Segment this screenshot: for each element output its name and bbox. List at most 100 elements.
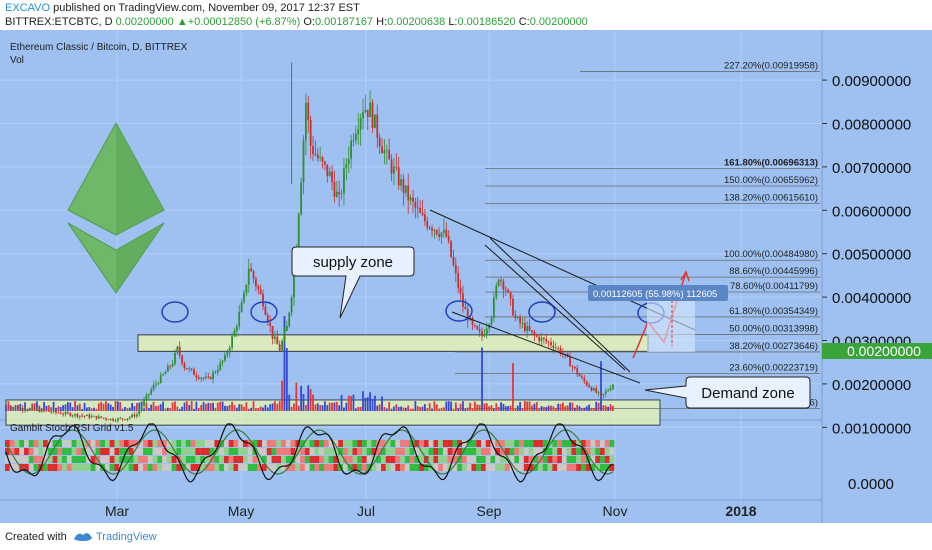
candle-body (500, 279, 502, 281)
grid-cell (9, 448, 15, 455)
volume-bar (174, 401, 176, 411)
candle-body (200, 377, 203, 379)
grid-cell (390, 440, 396, 447)
tradingview-brand[interactable]: TradingView (96, 531, 157, 543)
volume-bar (576, 405, 579, 411)
volume-bar (528, 401, 531, 411)
volume-bar (416, 406, 419, 411)
grid-cell (609, 448, 615, 455)
grid-cell (204, 440, 210, 447)
volume-bar (550, 405, 552, 411)
grid-cell (252, 464, 258, 471)
grid-cell (176, 440, 182, 447)
candle-body (590, 387, 593, 391)
grid-cell (438, 464, 443, 471)
grid-cell (152, 448, 158, 455)
grid-cell (28, 456, 34, 463)
candle-body (319, 157, 322, 159)
volume-bar (169, 408, 172, 411)
candle-body (145, 395, 148, 401)
grid-cell (257, 456, 263, 463)
volume-bar (552, 406, 555, 411)
volume-bar (400, 406, 402, 411)
candle-body (540, 337, 543, 342)
grid-cell (376, 464, 382, 471)
volume-bar (316, 403, 319, 411)
volume-bar (450, 401, 452, 411)
grid-cell (323, 464, 329, 471)
price-chart[interactable]: 227.20%(0.00919958) 161.80%(0.00696313) 15… (0, 30, 932, 523)
volume-bar (585, 406, 588, 411)
candle-body (428, 227, 431, 229)
current-price-marker: 0.00200000 (822, 343, 932, 359)
grid-cell (423, 448, 429, 455)
candles (5, 62, 614, 424)
volume-bar (302, 394, 305, 411)
volume-bar (462, 401, 464, 411)
grid-cell (276, 440, 282, 447)
volume-bar (185, 401, 188, 411)
grid-cell (338, 448, 343, 455)
candle-body (262, 293, 264, 307)
grid-cell (552, 464, 558, 471)
grid-cell (561, 440, 567, 447)
volume-bar (155, 406, 157, 411)
candle-body (538, 336, 541, 342)
grid-cell (409, 456, 415, 463)
grid-cell (266, 448, 272, 455)
volume-bar (307, 385, 310, 411)
volume-bar (233, 405, 236, 411)
volume-bar (562, 402, 564, 411)
grid-cell (14, 464, 20, 471)
grid-cell (5, 440, 10, 447)
candle-body (36, 408, 38, 410)
grid-cell (385, 464, 391, 471)
candle-body (276, 336, 279, 345)
grid-cell (24, 456, 29, 463)
grid-cell (90, 464, 96, 471)
candle-body (40, 409, 43, 412)
volume-bar (554, 408, 557, 411)
grid-cell (442, 448, 448, 455)
grid-cell (52, 464, 58, 471)
volume-bar (100, 401, 103, 411)
grid-cell (219, 448, 224, 455)
candle-body (271, 326, 274, 339)
grid-cell (576, 448, 581, 455)
grid-cell (433, 456, 439, 463)
candle-body (338, 191, 341, 195)
grid-cell (604, 464, 610, 471)
candle-body (250, 268, 253, 272)
grid-cell (181, 448, 186, 455)
grid-cell (595, 448, 601, 455)
grid-cell (262, 448, 267, 455)
grid-cell (223, 464, 229, 471)
grid-cell (271, 464, 277, 471)
candle-body (414, 201, 417, 208)
low-label: L: (448, 16, 458, 28)
grid-cell (166, 440, 172, 447)
volume-bar (121, 408, 124, 411)
candle-body (93, 415, 95, 417)
volume-bar (71, 407, 74, 411)
grid-cell (228, 456, 234, 463)
footer: Created with TradingView (0, 523, 932, 550)
volume-bar (488, 406, 491, 411)
low-value: 0.00186520 (457, 16, 516, 28)
grid-cell (281, 456, 286, 463)
grid-cell (176, 464, 182, 471)
grid-cell (609, 464, 615, 471)
candle-body (493, 297, 495, 319)
candle-body (9, 407, 12, 409)
grid-cell (514, 440, 520, 447)
grid-cell (195, 464, 201, 471)
candle-body (155, 383, 157, 385)
candle-body (419, 208, 422, 213)
candle-body (202, 377, 205, 379)
grid-cell (43, 464, 48, 471)
grid-cell (233, 448, 239, 455)
grid-cell (209, 440, 215, 447)
indicator-tick-label: 0.0000 (848, 476, 894, 493)
grid-cell (319, 448, 324, 455)
author-link[interactable]: EXCAVO (5, 2, 51, 14)
